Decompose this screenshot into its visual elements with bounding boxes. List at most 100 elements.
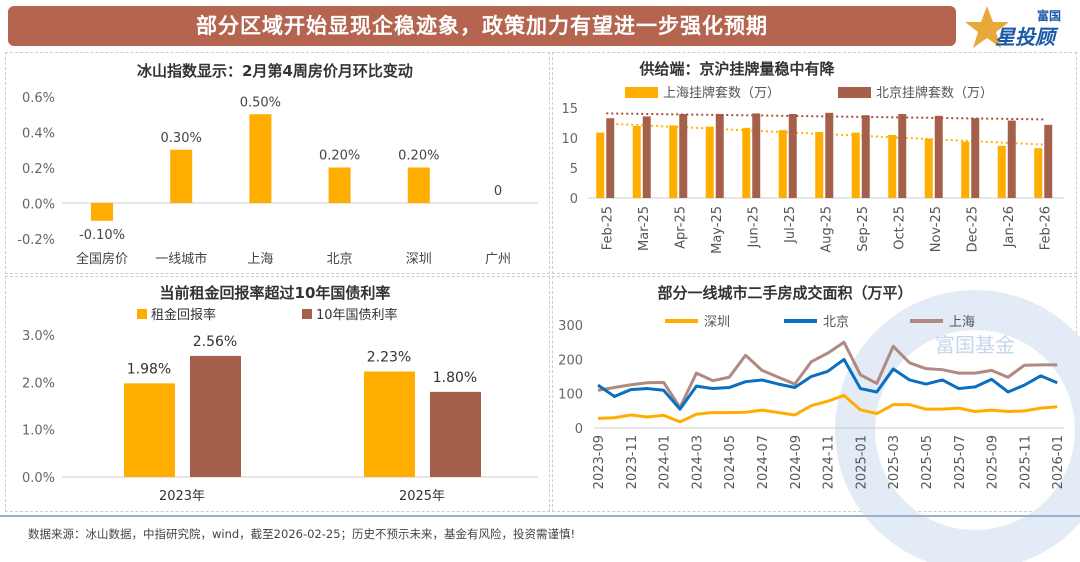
bar — [788, 114, 797, 198]
legend-label: 北京 — [823, 315, 849, 330]
bar — [364, 371, 415, 477]
x-tick-label: 2025年 — [399, 489, 445, 504]
data-label: 2.23% — [367, 350, 411, 366]
bar — [679, 114, 688, 198]
x-tick-label: 上海 — [247, 252, 273, 267]
trend-line — [606, 112, 1045, 121]
legend-label: 上海挂牌套数（万） — [663, 85, 780, 101]
bar — [91, 203, 113, 221]
data-label: 0.20% — [398, 149, 439, 164]
panel-rent-yield — [5, 276, 550, 512]
y-tick-label: 1.0% — [22, 424, 55, 439]
bar — [1007, 120, 1016, 198]
x-tick-label: 2023-09 — [592, 435, 607, 489]
y-tick-label: 0.2% — [22, 162, 55, 177]
y-tick-label: 0.0% — [22, 198, 55, 213]
chart-title: 供给端：京沪挂牌量稳中有降 — [638, 60, 835, 78]
series-line-北京 — [597, 357, 1058, 411]
x-tick-label: 2025-11 — [1018, 435, 1033, 489]
data-label: -0.10% — [79, 228, 125, 243]
x-tick-label: Mar-25 — [637, 206, 652, 251]
bar — [705, 126, 714, 198]
y-tick-label: -0.2% — [17, 233, 55, 248]
data-label: 1.80% — [433, 370, 477, 386]
brand-logo: 富国 星投顾 — [965, 4, 1075, 49]
x-tick-label: May-25 — [710, 206, 725, 254]
y-tick-label: 0 — [575, 422, 583, 437]
x-tick-label: Jul-25 — [783, 206, 798, 244]
star-icon: 富国 星投顾 — [965, 6, 1061, 49]
y-tick-label: 10 — [561, 132, 578, 147]
logo-main-text: 星投顾 — [995, 25, 1059, 48]
data-label: 0.30% — [161, 131, 202, 146]
bar — [632, 126, 641, 198]
chart-title: 当前租金回报率超过10年国债利率 — [160, 284, 391, 302]
bar — [752, 113, 761, 198]
bar — [407, 167, 430, 203]
x-tick-label: Jun-25 — [746, 206, 761, 249]
footer-divider — [0, 515, 1080, 517]
x-tick-label: 全国房价 — [76, 251, 128, 267]
legend-label: 上海 — [949, 315, 975, 330]
x-tick-label: Dec-25 — [965, 206, 980, 252]
y-tick-label: 300 — [558, 319, 583, 334]
bar — [898, 114, 907, 198]
y-tick-label: 0 — [570, 192, 578, 207]
x-tick-label: Apr-25 — [673, 206, 688, 249]
bar — [861, 115, 870, 198]
x-tick-label: Jan-26 — [1002, 206, 1017, 248]
bar — [669, 125, 678, 198]
bar — [328, 167, 351, 203]
legend-swatch — [625, 87, 658, 98]
data-label: 0.50% — [240, 95, 281, 110]
bar — [642, 116, 651, 198]
bar — [825, 112, 834, 198]
y-tick-label: 15 — [561, 102, 578, 117]
chart-title: 冰山指数显示：2月第4周房价月环比变动 — [137, 62, 413, 80]
data-label: 1.98% — [127, 361, 171, 377]
bar — [1044, 124, 1053, 198]
bar — [971, 118, 980, 198]
bar — [934, 115, 943, 198]
series-line-深圳 — [597, 393, 1058, 424]
watermark-logo-icon — [835, 290, 1080, 562]
y-tick-label: 0.4% — [22, 127, 55, 142]
bar — [815, 132, 824, 198]
x-tick-label: 2025-01 — [854, 435, 869, 489]
x-tick-label: 2025-07 — [953, 435, 968, 489]
bar — [170, 149, 193, 203]
bar — [190, 355, 241, 477]
x-tick-label: 2025-03 — [887, 435, 902, 489]
x-tick-label: Aug-25 — [819, 206, 834, 253]
watermark-text: 富国基金 — [935, 333, 1015, 357]
bar — [924, 138, 933, 198]
x-tick-label: 2024-01 — [658, 435, 673, 489]
y-tick-label: 0.6% — [22, 91, 55, 106]
data-label: 2.56% — [193, 334, 237, 350]
x-tick-label: Nov-25 — [929, 206, 944, 252]
x-tick-label: 2024-05 — [723, 435, 738, 489]
x-tick-label: 2023-11 — [625, 435, 640, 489]
data-label: 0.20% — [319, 149, 360, 164]
x-tick-label: 2025-09 — [986, 435, 1001, 489]
x-tick-label: 2024-09 — [789, 435, 804, 489]
panel-listings — [552, 52, 1077, 274]
y-tick-label: 3.0% — [22, 329, 55, 344]
bar — [851, 132, 860, 198]
series-line-上海 — [597, 340, 1058, 409]
bar — [1034, 148, 1043, 198]
bar — [606, 118, 615, 198]
bar — [778, 130, 787, 198]
bar — [596, 132, 605, 198]
legend-swatch — [302, 309, 312, 319]
x-tick-label: Feb-25 — [600, 206, 615, 250]
legend-swatch — [838, 87, 871, 98]
footer-source: 数据来源：冰山数据，中指研究院，wind，截至2026-02-25；历史不预示未… — [28, 527, 576, 541]
y-tick-label: 200 — [558, 353, 583, 368]
x-tick-label: 深圳 — [406, 252, 432, 267]
legend-swatch — [137, 309, 147, 319]
page-title: 部分区域开始显现企稳迹象，政策加力有望进一步强化预期 — [8, 6, 956, 46]
bar — [430, 391, 481, 477]
bar — [742, 127, 751, 198]
